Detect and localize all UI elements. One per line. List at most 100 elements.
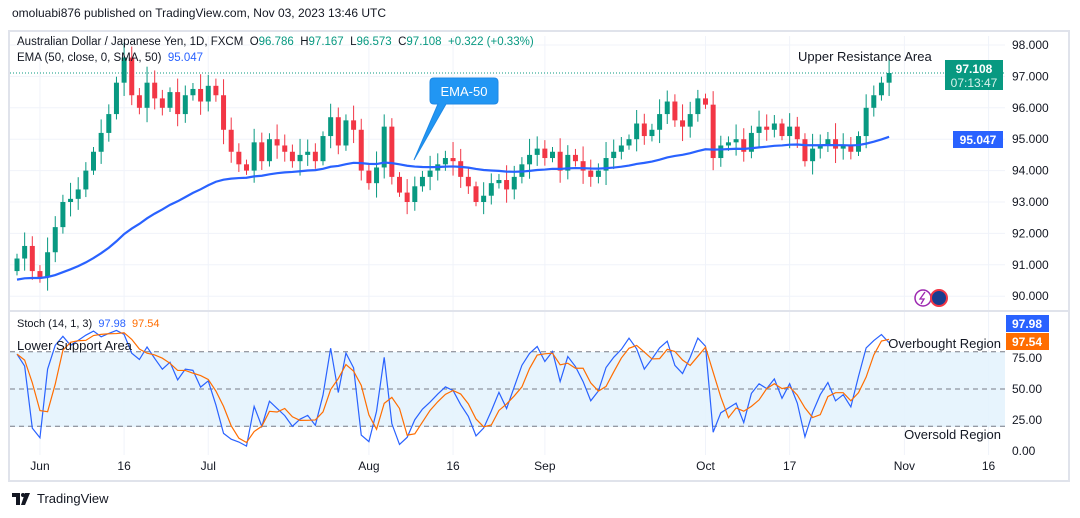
change-value: +0.322 (+0.33%): [447, 36, 534, 48]
time-tick-label: Sep: [534, 459, 556, 473]
candle-body: [787, 126, 793, 137]
candle-body: [244, 164, 249, 171]
candle: [481, 182, 487, 215]
stoch-label[interactable]: Stoch (14, 1, 3): [17, 318, 93, 330]
candle: [136, 88, 142, 115]
candle: [289, 144, 295, 168]
candle-body: [511, 176, 517, 190]
candle-body: [205, 85, 211, 102]
price-tick-label: 96.000: [1012, 101, 1049, 115]
candle: [756, 110, 762, 148]
australia-flag-icon[interactable]: [930, 289, 948, 307]
candle: [618, 137, 624, 160]
candle-body: [618, 145, 624, 152]
price-tick-label: 92.000: [1012, 226, 1049, 240]
time-tick-label: 16: [117, 459, 131, 473]
candle: [37, 265, 43, 283]
candle: [68, 182, 74, 217]
lightning-icon[interactable]: [914, 289, 932, 307]
price-tag: 97.108 07:13:47: [945, 60, 1003, 90]
candle-body: [29, 245, 35, 272]
price-tick-label: 98.000: [1012, 38, 1049, 52]
candle-body: [741, 139, 747, 152]
candle: [534, 136, 540, 166]
candle: [305, 139, 311, 166]
time-tick-label: Jul: [201, 459, 216, 473]
candle: [129, 46, 135, 106]
candle-body: [328, 117, 334, 137]
symbol-name[interactable]: Australian Dollar / Japanese Yen, 1D, FX…: [17, 36, 244, 48]
candle-body: [664, 101, 670, 115]
candle: [588, 159, 594, 187]
candle: [848, 137, 854, 160]
candle: [335, 107, 341, 155]
candle-body: [83, 170, 89, 190]
oversold-label: Oversold Region: [904, 427, 1001, 442]
candle-body: [634, 123, 640, 140]
candle-body: [756, 126, 762, 133]
candle-body: [504, 180, 510, 190]
candle-body: [381, 126, 387, 168]
price-tag-value: 97.108: [956, 62, 993, 76]
candle-body: [764, 126, 770, 130]
candle-body: [312, 151, 318, 162]
ema-value: 95.047: [167, 52, 204, 64]
candle: [779, 118, 785, 141]
price-tick-label: 91.000: [1012, 258, 1049, 272]
candle: [886, 58, 892, 96]
candle-body: [833, 139, 839, 149]
candle-body: [496, 180, 502, 184]
candle-body: [144, 82, 150, 108]
candle-body: [450, 158, 456, 162]
ema-label[interactable]: EMA (50, close, 0, SMA, 50): [17, 52, 162, 64]
candle: [14, 253, 20, 276]
stoch-d-tag: 97.54: [1012, 335, 1042, 349]
candle-body: [840, 145, 846, 149]
candle: [557, 138, 563, 183]
stoch-axis: 75.00 50.00 25.00 0.00: [1012, 351, 1042, 458]
ema-legend: EMA (50, close, 0, SMA, 50) 95.047: [17, 52, 203, 64]
candle: [565, 145, 571, 180]
candle: [496, 174, 502, 189]
candle: [45, 237, 51, 291]
candle-body: [175, 92, 181, 115]
candle-body: [488, 183, 494, 196]
candle-body: [703, 98, 708, 105]
low-value: 96.573: [356, 36, 392, 48]
candle-body: [121, 57, 127, 83]
candle: [159, 89, 165, 116]
candle: [75, 177, 81, 210]
candle: [741, 128, 747, 162]
candle: [634, 109, 640, 152]
candle: [389, 118, 395, 185]
candle-body: [91, 151, 96, 171]
candle: [595, 163, 601, 184]
tradingview-logo[interactable]: TradingView: [12, 491, 109, 506]
candle-body: [687, 114, 693, 127]
high-label: H: [300, 36, 309, 48]
candle: [83, 162, 89, 198]
candle: [228, 117, 234, 163]
candle-body: [572, 154, 578, 162]
candle-body: [458, 161, 464, 177]
candle-body: [259, 142, 265, 162]
candle-body: [557, 151, 563, 171]
candle-body: [266, 139, 272, 162]
candle: [572, 148, 578, 167]
tradingview-logo-icon: [12, 492, 30, 505]
low-label: L: [350, 36, 357, 48]
candle: [22, 232, 28, 271]
candle-body: [366, 170, 372, 184]
candle-body: [802, 139, 808, 162]
candle: [297, 138, 303, 176]
candle-body: [825, 139, 831, 146]
event-icons[interactable]: [914, 289, 948, 307]
candle: [825, 131, 831, 152]
overbought-label: Overbought Region: [888, 336, 1001, 351]
candle: [680, 104, 686, 142]
candle: [641, 113, 647, 145]
candle-body: [98, 132, 104, 152]
candle-body: [657, 114, 663, 130]
open-label: O: [249, 36, 259, 48]
